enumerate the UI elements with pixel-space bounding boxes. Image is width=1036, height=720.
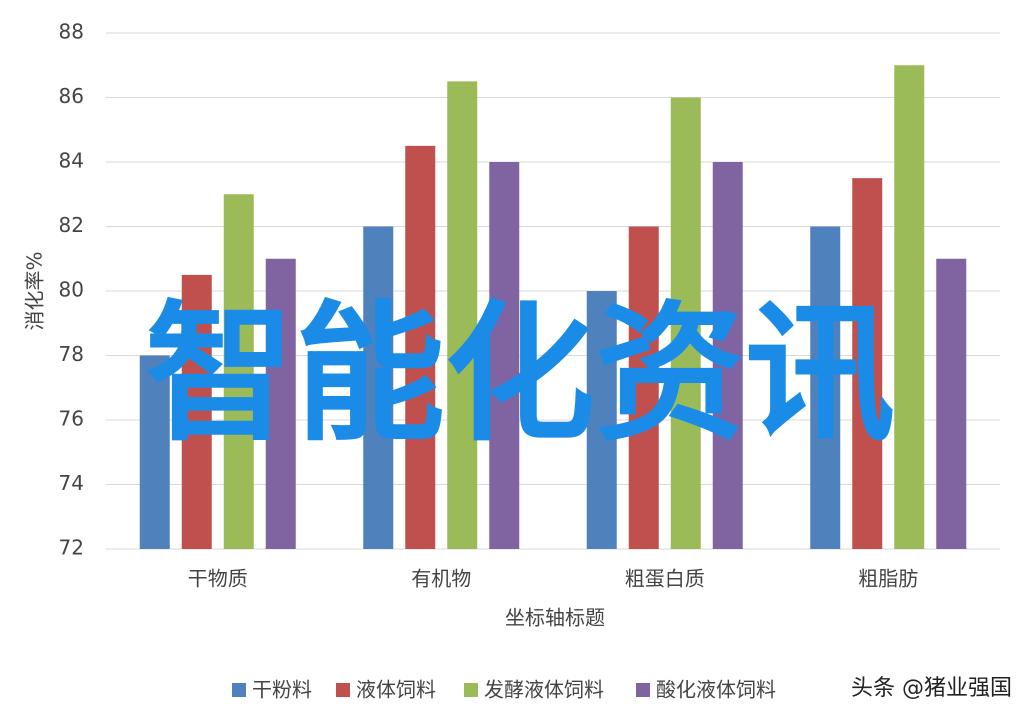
bar [139, 355, 170, 549]
bar [586, 291, 617, 549]
bar [405, 145, 436, 549]
legend-label: 干粉料 [252, 678, 312, 702]
bar [936, 258, 967, 549]
y-tick-label: 74 [59, 471, 84, 495]
y-axis-label: 消化率% [23, 251, 47, 330]
legend-swatch [636, 683, 650, 697]
y-tick-label: 76 [59, 407, 84, 431]
y-tick-label: 88 [59, 20, 84, 44]
bar [447, 81, 478, 549]
y-tick-label: 72 [59, 536, 84, 560]
y-tick-label: 86 [59, 84, 84, 108]
bar [810, 226, 841, 549]
y-tick-label: 80 [59, 278, 84, 302]
x-tick-label: 粗脂肪 [858, 567, 918, 591]
y-tick-label: 78 [59, 342, 84, 366]
bar [628, 226, 659, 549]
bar [852, 178, 883, 549]
source-label: 头条 @猪业强国 [851, 676, 1012, 701]
bar [894, 65, 925, 549]
x-axis-label: 坐标轴标题 [505, 606, 605, 630]
x-tick-label: 干物质 [188, 567, 248, 591]
bar [265, 258, 296, 549]
y-tick-label: 84 [59, 149, 84, 173]
x-tick-label: 粗蛋白质 [625, 567, 705, 591]
legend-swatch [232, 683, 246, 697]
bar [489, 162, 520, 549]
bar [670, 97, 701, 549]
legend-label: 发酵液体饲料 [484, 678, 604, 702]
legend-label: 液体饲料 [356, 678, 436, 702]
watermark: 智能化资讯 [145, 288, 895, 462]
x-tick-label: 有机物 [411, 567, 471, 591]
bar [181, 274, 212, 549]
y-tick-label: 82 [59, 213, 84, 237]
legend-swatch [464, 683, 478, 697]
legend-swatch [336, 683, 350, 697]
bar [712, 162, 743, 549]
bar [363, 226, 394, 549]
bar [223, 194, 254, 549]
legend-label: 酸化液体饲料 [656, 678, 776, 702]
